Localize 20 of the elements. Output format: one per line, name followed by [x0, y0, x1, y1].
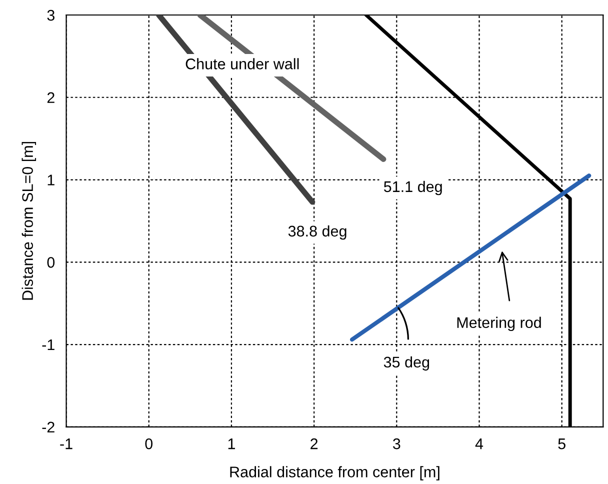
x-tick-label: 0 [145, 438, 153, 450]
y-tick-label: -2 [42, 422, 54, 432]
annotation: 51.1 deg [384, 180, 442, 196]
annotation: 38.8 deg [288, 225, 346, 240]
y-tick-label: -1 [42, 340, 54, 350]
y-tick-label: 0 [47, 257, 55, 268]
x-tick-label: 1 [228, 438, 235, 450]
x-tick-label: 2 [310, 438, 318, 450]
x-tick-label: 3 [392, 438, 400, 450]
x-axis-title: Radial distance from center [m] [230, 466, 440, 480]
annotation: Metering rod [457, 316, 541, 332]
annotation: 35 deg [384, 356, 430, 371]
y-tick-label: 3 [47, 10, 54, 21]
x-tick-label: -1 [60, 438, 72, 450]
y-tick-label: 1 [48, 174, 54, 186]
y-tick-label: 2 [47, 92, 54, 103]
annotation: Chute under wall [186, 58, 299, 70]
x-tick-label: 4 [475, 438, 484, 450]
y-axis-title: Distance from SL=0 [m] [22, 142, 36, 300]
x-tick-label: 5 [558, 438, 566, 450]
